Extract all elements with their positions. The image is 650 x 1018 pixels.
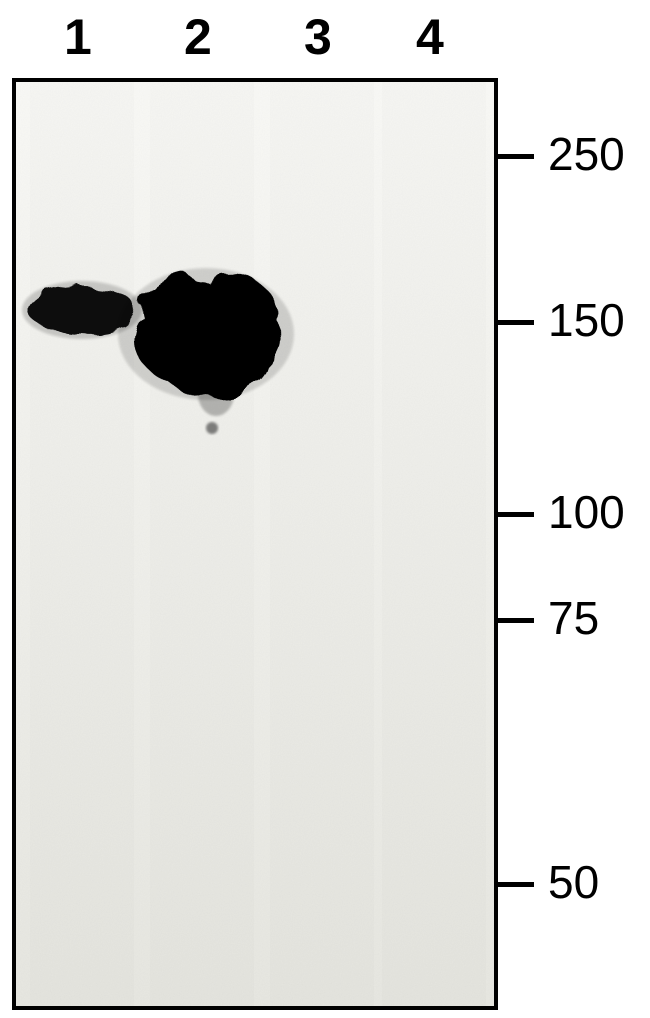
gel-svg <box>16 82 494 1006</box>
mw-label-150: 150 <box>548 293 625 347</box>
figure-container: 1 2 3 4 2501501007550 <box>0 0 650 1018</box>
mw-tick-75 <box>498 618 534 623</box>
mw-label-50: 50 <box>548 855 599 909</box>
mw-label-100: 100 <box>548 485 625 539</box>
mw-label-250: 250 <box>548 127 625 181</box>
mw-tick-250 <box>498 154 534 159</box>
lane2-speck <box>206 422 218 434</box>
mw-tick-100 <box>498 512 534 517</box>
mw-label-75: 75 <box>548 591 599 645</box>
mw-tick-150 <box>498 320 534 325</box>
gel-membrane <box>12 78 498 1010</box>
mw-tick-50 <box>498 882 534 887</box>
